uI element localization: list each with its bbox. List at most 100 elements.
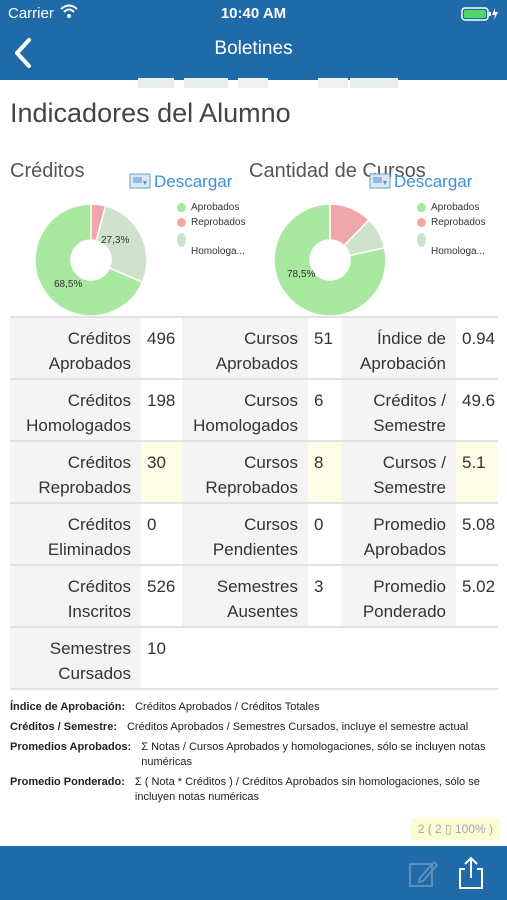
nav-title: Boletines bbox=[214, 38, 293, 59]
stat-label: Cursos Aprobados bbox=[182, 318, 308, 378]
legend-swatch bbox=[417, 233, 426, 247]
note-key: Promedios Aprobados: bbox=[10, 741, 132, 753]
legend-item-reprobados: Reprobados bbox=[417, 217, 485, 232]
table-row: Créditos Homologados 198 Cursos Homologa… bbox=[10, 378, 498, 440]
stat-value: 5.08 bbox=[456, 504, 498, 564]
legend-swatch bbox=[177, 203, 186, 212]
legend-item-reprobados: Reprobados bbox=[177, 217, 245, 232]
creditos-download-label: Descargar bbox=[154, 172, 233, 191]
creditos-label-aprobados: 68,5% bbox=[54, 279, 83, 290]
table-row: Semestres Cursados 10 bbox=[10, 626, 498, 688]
note-key: Créditos / Semestre: bbox=[10, 721, 117, 733]
note-item: Índice de Aprobación: Créditos Aprobados … bbox=[10, 700, 500, 715]
chevron-left-icon bbox=[15, 38, 31, 68]
legend-label: Reprobados bbox=[431, 217, 486, 228]
compose-button[interactable] bbox=[406, 856, 440, 890]
note-item: Promedio Ponderado: Σ ( Nota * Créditos )… bbox=[10, 775, 500, 805]
stat-label: Semestres Ausentes bbox=[182, 566, 308, 626]
donut-slice-homologados bbox=[95, 205, 148, 284]
cursos-download-label: Descargar bbox=[394, 172, 473, 191]
stat-label: Créditos Inscritos bbox=[10, 566, 141, 626]
cropped-content-strip bbox=[138, 78, 398, 88]
creditos-donut-chart bbox=[34, 203, 148, 317]
battery-icon bbox=[461, 6, 499, 22]
cursos-download-button[interactable]: Descargar bbox=[369, 172, 472, 192]
legend-label: Aprobados bbox=[431, 202, 480, 213]
note-value: Σ ( Nota * Créditos ) / Créditos Aprobad… bbox=[134, 776, 480, 803]
top-bar: Carrier 10:40 AM Boletines bbox=[0, 0, 507, 80]
legend-label: Reprobados bbox=[191, 217, 246, 228]
stat-value: 10 bbox=[141, 628, 182, 688]
stat-label: Créditos Aprobados bbox=[10, 318, 141, 378]
table-row: Créditos Reprobados 30 Cursos Reprobados… bbox=[10, 440, 498, 502]
stat-value: 526 bbox=[141, 566, 182, 626]
note-key: Índice de Aprobación: bbox=[10, 701, 126, 713]
page-title: Indicadores del Alumno bbox=[10, 98, 291, 128]
note-item: Créditos / Semestre: Créditos Aprobados /… bbox=[10, 720, 500, 735]
stat-label: Promedio Aprobados bbox=[341, 504, 456, 564]
back-button[interactable] bbox=[10, 36, 38, 70]
stat-label: Cursos Homologados bbox=[182, 380, 308, 440]
legend-label: Homologa... bbox=[431, 246, 485, 257]
note-value: Créditos Aprobados / Semestres Cursados,… bbox=[126, 721, 469, 733]
bottom-toolbar bbox=[0, 846, 507, 900]
note-value: Σ Notas / Cursos Aprobados y homologacio… bbox=[141, 741, 486, 768]
stats-table: Créditos Aprobados 496 Cursos Aprobados … bbox=[10, 316, 498, 690]
creditos-legend: Aprobados Reprobados Homologa... bbox=[177, 202, 245, 260]
stat-label: Cursos Pendientes bbox=[182, 504, 308, 564]
stat-label: Créditos Eliminados bbox=[10, 504, 141, 564]
cursos-legend: Aprobados Reprobados Homologa... bbox=[417, 202, 485, 260]
legend-swatch bbox=[417, 203, 426, 212]
stat-value: 3 bbox=[308, 566, 341, 626]
zoom-indicator: 2 ( 2 ▯ 100% ) bbox=[410, 818, 500, 840]
status-time: 10:40 AM bbox=[220, 5, 287, 22]
stat-value: 6 bbox=[308, 380, 341, 440]
stat-value: 0.94 bbox=[456, 318, 498, 378]
donut-slice-aprobados bbox=[34, 203, 144, 317]
stat-value: 496 bbox=[141, 318, 182, 378]
share-button[interactable] bbox=[454, 856, 488, 890]
note-item: Promedios Aprobados: Σ Notas / Cursos Apr… bbox=[10, 740, 500, 770]
stat-value: 0 bbox=[141, 504, 182, 564]
stat-value: 30 bbox=[141, 442, 182, 502]
legend-item-homologados: Homologa... bbox=[417, 232, 485, 260]
wifi-icon bbox=[60, 3, 78, 23]
stat-label: Cursos Reprobados bbox=[182, 442, 308, 502]
stat-value: 51 bbox=[308, 318, 341, 378]
legend-label: Homologa... bbox=[191, 246, 245, 257]
stat-value: 198 bbox=[141, 380, 182, 440]
legend-item-aprobados: Aprobados bbox=[177, 202, 245, 217]
donut-slice-aprobados bbox=[273, 203, 387, 317]
stat-label: Créditos Reprobados bbox=[10, 442, 141, 502]
legend-item-aprobados: Aprobados bbox=[417, 202, 485, 217]
legend-label: Aprobados bbox=[191, 202, 240, 213]
status-bar: Carrier 10:40 AM bbox=[0, 0, 507, 28]
share-icon bbox=[459, 856, 483, 889]
legend-swatch bbox=[417, 218, 426, 227]
table-row: Créditos Inscritos 526 Semestres Ausente… bbox=[10, 564, 498, 626]
cursos-label-aprobados: 78,5% bbox=[287, 269, 316, 280]
table-row: Créditos Eliminados 0 Cursos Pendientes … bbox=[10, 502, 498, 564]
stat-value: 5.1 bbox=[456, 442, 498, 502]
stat-label: Créditos / Semestre bbox=[341, 380, 456, 440]
stat-value: 0 bbox=[308, 504, 341, 564]
stat-label: Cursos / Semestre bbox=[341, 442, 456, 502]
legend-item-homologados: Homologa... bbox=[177, 232, 245, 260]
table-row: Créditos Aprobados 496 Cursos Aprobados … bbox=[10, 316, 498, 378]
stat-label: Semestres Cursados bbox=[10, 628, 141, 688]
download-icon bbox=[129, 173, 151, 189]
legend-swatch bbox=[177, 218, 186, 227]
carrier-label: Carrier bbox=[8, 5, 54, 22]
note-key: Promedio Ponderado: bbox=[10, 776, 125, 788]
download-icon bbox=[369, 173, 391, 189]
creditos-title: Créditos bbox=[10, 160, 85, 182]
definitions-notes: Índice de Aprobación: Créditos Aprobados … bbox=[10, 700, 500, 810]
stat-value: 49.6 bbox=[456, 380, 498, 440]
stat-label: Promedio Ponderado bbox=[341, 566, 456, 626]
cursos-donut-chart bbox=[273, 203, 387, 317]
creditos-label-homologados: 27,3% bbox=[101, 235, 130, 246]
stat-value: 5.02 bbox=[456, 566, 498, 626]
creditos-download-button[interactable]: Descargar bbox=[129, 172, 232, 192]
legend-swatch bbox=[177, 233, 186, 247]
note-value: Créditos Aprobados / Créditos Totales bbox=[135, 701, 320, 713]
